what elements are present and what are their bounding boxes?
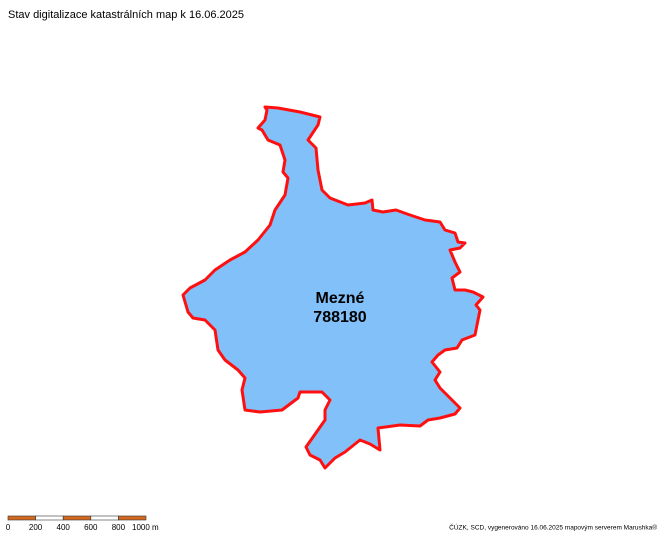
- scale-segment: [118, 515, 147, 521]
- scale-label: 0: [6, 523, 11, 532]
- scale-segment: [35, 515, 64, 521]
- scale-label: 800: [112, 523, 126, 532]
- scale-bar: [7, 515, 147, 521]
- area-name: Mezné: [316, 290, 365, 307]
- scale-label: 600: [84, 523, 98, 532]
- scale-label: 400: [57, 523, 71, 532]
- scale-segment: [7, 515, 36, 521]
- scale-segment: [62, 515, 92, 521]
- scale-label: 200: [29, 523, 43, 532]
- scale-segment: [90, 515, 119, 521]
- credit: ČÚZK, SCD, vygenerováno 16.06.2025 mapov…: [449, 523, 657, 532]
- area-code: 788180: [313, 309, 366, 326]
- scale-label: 1000 m: [132, 523, 159, 532]
- cadastral-area: [181, 105, 485, 470]
- map-title: Stav digitalizace katastrálních map k 16…: [8, 9, 244, 21]
